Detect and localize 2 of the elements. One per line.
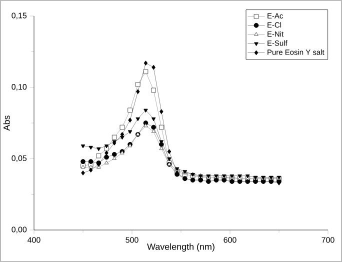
y-axis-title: Abs [3, 116, 10, 131]
x-axis-title: Wavelength (nm) [147, 243, 214, 252]
